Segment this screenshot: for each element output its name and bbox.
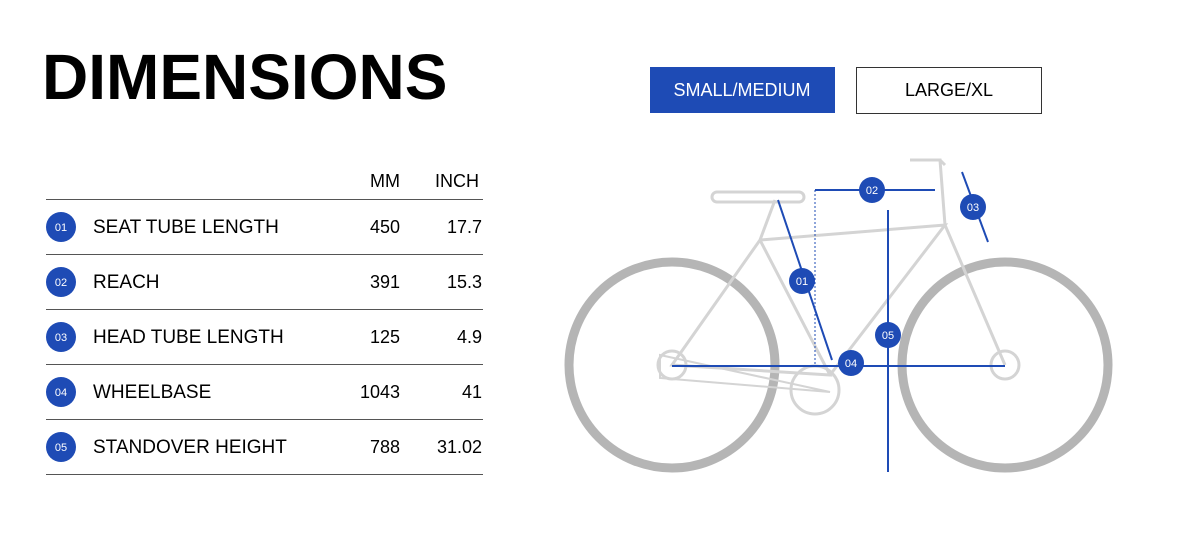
tab-bg[interactable]	[856, 67, 1042, 114]
row-inch: 15.3	[447, 272, 482, 292]
row-id: 04	[55, 387, 67, 399]
marker-badge	[789, 268, 815, 294]
row-inch: 17.7	[447, 217, 482, 237]
row-badge	[46, 377, 76, 407]
row-mm: 450	[370, 217, 400, 237]
row-inch: 41	[462, 382, 482, 402]
row-inch: 4.9	[457, 327, 482, 347]
measure-lines	[672, 171, 1005, 472]
marker-badge	[875, 322, 901, 348]
marker-label: 04	[845, 358, 857, 370]
row-badge	[46, 432, 76, 462]
row-badge	[46, 267, 76, 297]
row-mm: 1043	[360, 382, 400, 402]
tab-large-xl[interactable]: LARGE/XL	[856, 67, 1042, 114]
marker-label: 03	[967, 202, 979, 214]
row-badge	[46, 322, 76, 352]
marker-badge	[838, 350, 864, 376]
tab-bg[interactable]	[650, 67, 835, 113]
tab-label[interactable]: SMALL/MEDIUM	[673, 80, 810, 100]
tab-label[interactable]: LARGE/XL	[905, 80, 993, 100]
marker-badge	[960, 194, 986, 220]
marker-badge	[859, 177, 885, 203]
row-name: REACH	[93, 272, 160, 293]
row-mm: 788	[370, 437, 400, 457]
row-id: 02	[55, 277, 67, 289]
row-mm: 125	[370, 327, 400, 347]
row-id: 03	[55, 332, 67, 344]
row-name: WHEELBASE	[93, 382, 211, 403]
title: DIMENSIONS	[42, 41, 447, 113]
row-inch: 31.02	[437, 437, 482, 457]
tab-small-medium[interactable]: SMALL/MEDIUM	[650, 67, 835, 113]
bike	[564, 158, 1113, 473]
marker-label: 05	[882, 330, 894, 342]
row-mm: 391	[370, 272, 400, 292]
row-name: HEAD TUBE LENGTH	[93, 327, 284, 348]
row-id: 01	[55, 222, 67, 234]
row-badge	[46, 212, 76, 242]
marker-label: 02	[866, 185, 878, 197]
row-name: STANDOVER HEIGHT	[93, 437, 287, 458]
marker-label: 01	[796, 276, 808, 288]
column-header: MM	[370, 171, 400, 191]
row-name: SEAT TUBE LENGTH	[93, 217, 279, 238]
column-header: INCH	[435, 171, 479, 191]
row-id: 05	[55, 442, 67, 454]
